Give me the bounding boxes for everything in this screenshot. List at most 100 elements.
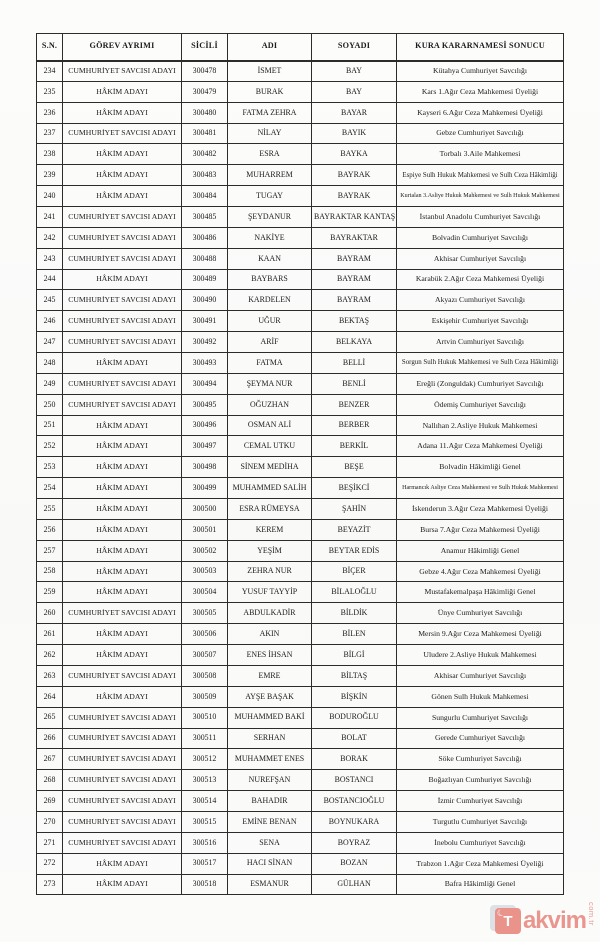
cell-sicil: 300518 xyxy=(181,873,228,896)
cell-soyadi: BAY xyxy=(311,60,397,82)
cell-adi: KAAN xyxy=(227,247,312,270)
cell-sonuc: Akyazı Cumhuriyet Savcılığı xyxy=(396,289,564,312)
col-header-sonuc: KURA KARARNAMESİ SONUCU xyxy=(396,33,564,62)
cell-sicil: 300512 xyxy=(181,748,228,771)
cell-gorev: CUMHURİYET SAVCISI ADAYI xyxy=(62,664,182,687)
cell-adi: MUHAMMED SALİH xyxy=(227,477,312,500)
table-row: 260 CUMHURİYET SAVCISI ADAYI 300505 ABDULKA… xyxy=(36,602,564,625)
cell-adi: ESMANUR xyxy=(227,873,312,896)
cell-soyadi: BEYTAR EDİS xyxy=(311,539,397,562)
cell-sicil: 300504 xyxy=(181,581,228,604)
cell-soyadi: BOYNUKARA xyxy=(311,810,397,833)
cell-sonuc: Söke Cumhuriyet Savcılığı xyxy=(396,748,564,771)
cell-gorev: HÂKİM ADAYI xyxy=(62,539,182,562)
cell-adi: EMİNE BENAN xyxy=(227,810,312,833)
table-row: 249 CUMHURİYET SAVCISI ADAYI 300494 ŞEYMA N… xyxy=(36,372,564,395)
cell-sicil: 300496 xyxy=(181,414,228,437)
col-header-gorev: GÖREV AYRIMI xyxy=(62,33,182,62)
cell-gorev: CUMHURİYET SAVCISI ADAYI xyxy=(62,122,182,145)
table-row: 273 HÂKİM ADAYI 300518 ESMANUR GÜLHAN Bafra H… xyxy=(36,873,564,896)
cell-gorev: HÂKİM ADAYI xyxy=(62,623,182,646)
cell-sn: 243 xyxy=(36,247,63,270)
cell-sn: 264 xyxy=(36,685,63,708)
cell-gorev: HÂKİM ADAYI xyxy=(62,352,182,374)
cell-sn: 267 xyxy=(36,748,63,771)
cell-adi: ŞEYDANUR xyxy=(227,206,312,228)
cell-adi: CEMAL UTKU xyxy=(227,435,312,458)
table-row: 256 HÂKİM ADAYI 300501 KEREM BEYAZİT Bursa 7.… xyxy=(36,518,564,541)
cell-gorev: HÂKİM ADAYI xyxy=(62,873,182,896)
cell-sicil: 300503 xyxy=(181,560,228,583)
cell-soyadi: BEKTAŞ xyxy=(311,310,397,333)
kura-results-table: S.N. GÖREV AYRIMI SİCİLİ ADI SOYADI KURA… xyxy=(36,33,564,896)
cell-soyadi: BENLİ xyxy=(311,372,397,395)
cell-sonuc: Gerede Cumhuriyet Savcılığı xyxy=(396,727,564,750)
cell-sicil: 300488 xyxy=(181,247,228,270)
cell-sonuc: Ödemiş Cumhuriyet Savcılığı xyxy=(396,393,564,416)
cell-sonuc: Nallıhan 2.Asliye Hukuk Mahkemesi xyxy=(396,414,564,437)
cell-sn: 241 xyxy=(36,206,63,228)
cell-sicil: 300484 xyxy=(181,185,228,208)
cell-sicil: 300479 xyxy=(181,80,228,103)
cell-soyadi: BELKAYA xyxy=(311,331,397,354)
cell-soyadi: BOSTANCI xyxy=(311,769,397,792)
cell-soyadi: BEŞİKCİ xyxy=(311,477,397,500)
cell-sonuc: Boğazlıyan Cumhuriyet Savcılığı xyxy=(396,769,564,792)
cell-gorev: CUMHURİYET SAVCISI ADAYI xyxy=(62,810,182,833)
cell-adi: HACI SİNAN xyxy=(227,852,312,875)
table-row: 268 CUMHURİYET SAVCISI ADAYI 300513 NUREFŞA… xyxy=(36,769,564,792)
cell-gorev: HÂKİM ADAYI xyxy=(62,581,182,604)
cell-gorev: HÂKİM ADAYI xyxy=(62,518,182,541)
takvim-logo-icon: ☾ T xyxy=(494,907,521,934)
cell-sn: 249 xyxy=(36,372,63,395)
cell-gorev: CUMHURİYET SAVCISI ADAYI xyxy=(62,769,182,792)
table-row: 248 HÂKİM ADAYI 300493 FATMA BELLİ Sorgun Sul… xyxy=(36,352,564,374)
cell-soyadi: BİÇER xyxy=(311,560,397,583)
cell-sicil: 300502 xyxy=(181,539,228,562)
table-row: 235 HÂKİM ADAYI 300479 BURAK BAY Kars 1.Ağır … xyxy=(36,80,564,103)
cell-sonuc: Trabzon 1.Ağır Ceza Mahkemesi Üyeliği xyxy=(396,852,564,875)
cell-sn: 239 xyxy=(36,164,63,187)
table-row: 262 HÂKİM ADAYI 300507 ENES İHSAN BİLGİ Ulude… xyxy=(36,644,564,666)
table-row: 257 HÂKİM ADAYI 300502 YEŞİM BEYTAR EDİS Anam… xyxy=(36,539,564,562)
cell-gorev: CUMHURİYET SAVCISI ADAYI xyxy=(62,602,182,625)
cell-gorev: HÂKİM ADAYI xyxy=(62,644,182,666)
cell-adi: NUREFŞAN xyxy=(227,769,312,792)
cell-soyadi: BAYIK xyxy=(311,122,397,145)
cell-adi: OĞUZHAN xyxy=(227,393,312,416)
cell-adi: ESRA RÜMEYSA xyxy=(227,498,312,520)
cell-sn: 254 xyxy=(36,477,63,500)
cell-sn: 240 xyxy=(36,185,63,208)
table-row: 237 CUMHURİYET SAVCISI ADAYI 300481 NİLAY BA… xyxy=(36,122,564,145)
cell-gorev: HÂKİM ADAYI xyxy=(62,685,182,708)
cell-sn: 234 xyxy=(36,60,63,82)
cell-sicil: 300516 xyxy=(181,831,228,854)
table-row: 259 HÂKİM ADAYI 300504 YUSUF TAYYİP BİLALOĞL… xyxy=(36,581,564,604)
cell-sn: 260 xyxy=(36,602,63,625)
cell-soyadi: BAYKA xyxy=(311,143,397,166)
cell-adi: UĞUR xyxy=(227,310,312,333)
cell-sn: 265 xyxy=(36,706,63,729)
cell-gorev: HÂKİM ADAYI xyxy=(62,560,182,583)
table-row: 269 CUMHURİYET SAVCISI ADAYI 300514 BAHADIR… xyxy=(36,790,564,812)
cell-sn: 236 xyxy=(36,101,63,124)
table-row: 250 CUMHURİYET SAVCISI ADAYI 300495 OĞUZHAN… xyxy=(36,393,564,416)
cell-sicil: 300485 xyxy=(181,206,228,228)
cell-adi: AKIN xyxy=(227,623,312,646)
cell-sicil: 300486 xyxy=(181,226,228,249)
cell-adi: BAYBARS xyxy=(227,268,312,291)
cell-sn: 270 xyxy=(36,810,63,833)
col-header-sn: S.N. xyxy=(36,33,63,62)
cell-adi: NİLAY xyxy=(227,122,312,145)
cell-gorev: CUMHURİYET SAVCISI ADAYI xyxy=(62,372,182,395)
cell-sn: 257 xyxy=(36,539,63,562)
cell-sonuc: Kayseri 6.Ağır Ceza Mahkemesi Üyeliği xyxy=(396,101,564,124)
cell-sonuc: Torbalı 3.Aile Mahkemesi xyxy=(396,143,564,166)
cell-sicil: 300514 xyxy=(181,790,228,812)
cell-soyadi: BİLALOĞLU xyxy=(311,581,397,604)
cell-gorev: CUMHURİYET SAVCISI ADAYI xyxy=(62,331,182,354)
cell-gorev: CUMHURİYET SAVCISI ADAYI xyxy=(62,790,182,812)
cell-sn: 272 xyxy=(36,852,63,875)
cell-sonuc: Artvin Cumhuriyet Savcılığı xyxy=(396,331,564,354)
cell-sonuc: İnebolu Cumhuriyet Savcılığı xyxy=(396,831,564,854)
